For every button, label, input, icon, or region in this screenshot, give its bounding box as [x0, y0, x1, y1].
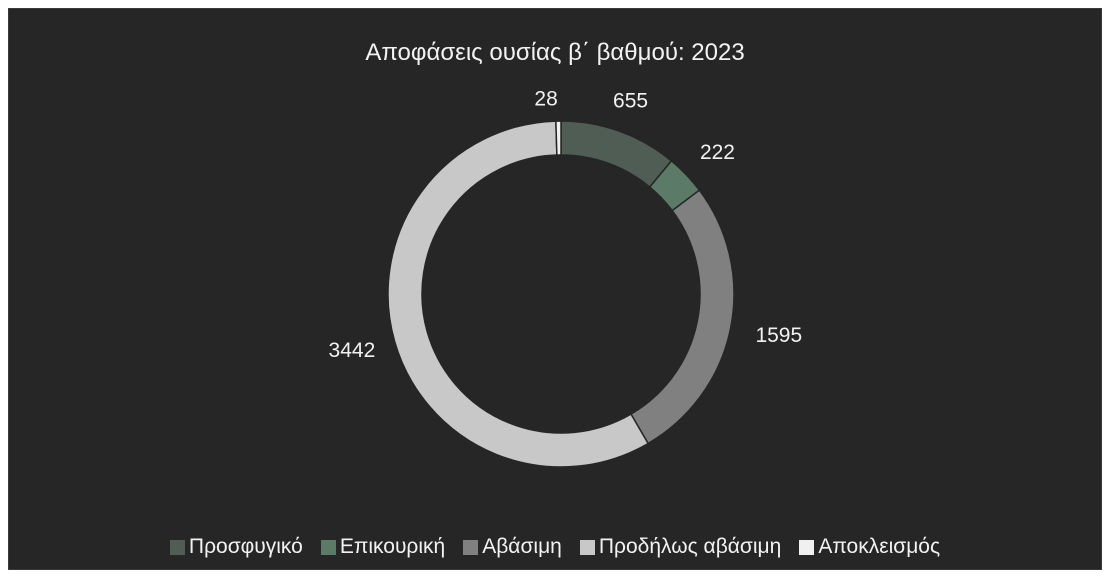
legend-item-επικουρικη: Επικουρική — [320, 535, 446, 559]
legend-label: Προδήλως αβάσιμη — [598, 535, 782, 558]
legend-item-αβασιμη: Αβάσιμη — [463, 535, 562, 559]
legend-swatch — [579, 539, 595, 555]
legend-swatch — [320, 539, 336, 555]
data-label-επικουρικη: 222 — [700, 141, 735, 164]
legend-label: Αποκλεισμός — [818, 535, 941, 558]
legend-label: Προσφυγικό — [188, 535, 303, 558]
legend: Προσφυγικό Επικουρική Αβάσιμη Προδήλως αβάσ… — [9, 535, 1101, 559]
legend-swatch — [799, 539, 815, 555]
legend-label: Αβάσιμη — [482, 535, 562, 558]
data-label-αβασιμη: 1595 — [755, 324, 802, 347]
data-label-προδηλως-αβασιμη: 3442 — [329, 339, 376, 362]
data-label-αποκλεισμος: 28 — [534, 88, 557, 111]
legend-item-προδηλως-αβασιμη: Προδήλως αβάσιμη — [579, 535, 782, 559]
chart-title: Αποφάσεις ουσίας β΄ βαθμού: 2023 — [365, 39, 745, 66]
legend-swatch — [169, 539, 185, 555]
legend-item-αποκλεισμος: Αποκλεισμός — [799, 535, 940, 559]
slice-αβασιμη — [629, 189, 735, 445]
legend-item-προσφυγικο: Προσφυγικό — [169, 535, 303, 559]
slice-προσφυγικο — [560, 120, 673, 189]
slice-προδηλως-αβασιμη — [387, 120, 650, 468]
slice-αποκλεισμος — [555, 120, 562, 156]
legend-swatch — [463, 539, 479, 555]
chart-area: Αποφάσεις ουσίας β΄ βαθμού: 2023 655 222 1… — [8, 8, 1102, 570]
legend-label: Επικουρική — [339, 535, 446, 558]
data-label-προσφυγικο: 655 — [613, 90, 648, 113]
donut-chart: 655 222 1595 3442 28 — [329, 88, 802, 468]
